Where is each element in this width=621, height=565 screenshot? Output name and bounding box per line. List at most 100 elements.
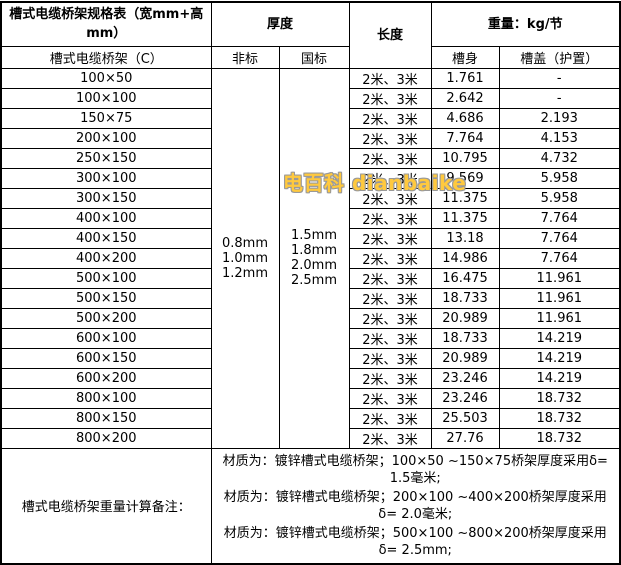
spec-size-cell: 500×150 — [0, 287, 212, 309]
watermark: 电百科 dianbaike — [283, 167, 466, 196]
weight-cover-cell: 18.732 — [498, 427, 621, 449]
weight-body-cell: 27.76 — [430, 427, 500, 449]
weight-cover-cell: 11.961 — [498, 267, 621, 289]
length-cell: 2米、3米 — [348, 387, 432, 409]
length-cell: 2米、3米 — [348, 427, 432, 449]
table-row: 400×200 2米、3米 14.986 7.764 — [0, 247, 621, 269]
length-cell: 2米、3米 — [348, 147, 432, 169]
table-row: 800×200 2米、3米 27.76 18.732 — [0, 427, 621, 449]
weight-cover-cell: 7.764 — [498, 227, 621, 249]
spec-size-cell: 600×100 — [0, 327, 212, 349]
spec-size-cell: 300×150 — [0, 187, 212, 209]
spec-size-cell: 800×200 — [0, 427, 212, 449]
weight-cover-cell: 2.193 — [498, 107, 621, 129]
page-title: 槽式电缆桥架规格表（宽mm+高mm） — [0, 1, 212, 47]
weight-body-cell: 13.18 — [430, 227, 500, 249]
weight-cover-cell: 11.961 — [498, 307, 621, 329]
spec-size-cell: 600×150 — [0, 347, 212, 369]
thickness-national-cell: 1.5mm 1.8mm 2.0mm 2.5mm — [278, 67, 350, 449]
spec-size-cell: 400×100 — [0, 207, 212, 229]
thickness-value: 1.8mm — [291, 243, 338, 258]
footer-row: 槽式电缆桥架重量计算备注： 材质为：镀锌槽式电缆桥架；100×50 ~150×7… — [0, 447, 621, 564]
table-row: 500×100 2米、3米 16.475 11.961 — [0, 267, 621, 289]
spec-size-cell: 600×200 — [0, 367, 212, 389]
spec-rows: 100×50 0.8mm 1.0mm 1.2mm 1.5mm 1.8mm 2.0mm 2.5m… — [0, 67, 621, 449]
length-cell: 2米、3米 — [348, 407, 432, 429]
weight-body-cell: 1.761 — [430, 67, 500, 89]
table-row: 400×150 2米、3米 13.18 7.764 — [0, 227, 621, 249]
weight-body-cell: 4.686 — [430, 107, 500, 129]
spec-size-cell: 150×75 — [0, 107, 212, 129]
material-note: 材质为：镀锌槽式电缆桥架；500×100 ~800×200桥架厚度采用δ= 2.… — [223, 525, 607, 558]
weight-body-cell: 25.503 — [430, 407, 500, 429]
weight-body-cell: 18.733 — [430, 327, 500, 349]
weight-body-cell: 20.989 — [430, 347, 500, 369]
material-note: 材质为：镀锌槽式电缆桥架；100×50 ~150×75桥架厚度采用δ= 1.5毫… — [222, 453, 608, 486]
length-cell: 2米、3米 — [348, 227, 432, 249]
spec-size-cell: 250×150 — [0, 147, 212, 169]
material-note: 材质为：镀锌槽式电缆桥架；200×100 ~400×200桥架厚度采用δ= 2.… — [223, 489, 607, 522]
length-cell: 2米、3米 — [348, 347, 432, 369]
spec-size-cell: 500×200 — [0, 307, 212, 329]
table-row: 400×100 2米、3米 11.375 7.764 — [0, 207, 621, 229]
length-cell: 2米、3米 — [348, 247, 432, 269]
weight-body-cell: 18.733 — [430, 287, 500, 309]
col-header-national: 国标 — [278, 45, 350, 69]
spec-size-cell: 400×200 — [0, 247, 212, 269]
footer-notes: 材质为：镀锌槽式电缆桥架；100×50 ~150×75桥架厚度采用δ= 1.5毫… — [210, 447, 621, 564]
length-cell: 2米、3米 — [348, 207, 432, 229]
spec-size-cell: 800×150 — [0, 407, 212, 429]
weight-cover-cell: 14.219 — [498, 327, 621, 349]
weight-cover-cell: 18.732 — [498, 387, 621, 409]
footer-label: 槽式电缆桥架重量计算备注： — [0, 447, 212, 564]
weight-cover-cell: 14.219 — [498, 347, 621, 369]
weight-cover-cell: - — [498, 87, 621, 109]
header-row-1: 槽式电缆桥架规格表（宽mm+高mm） 厚度 长度 重量：kg/节 — [0, 1, 621, 69]
thickness-value: 1.2mm — [221, 265, 268, 281]
thickness-value: 2.0mm — [291, 258, 338, 273]
length-cell: 2米、3米 — [348, 307, 432, 329]
length-cell: 2米、3米 — [348, 267, 432, 289]
spec-size-cell: 200×100 — [0, 127, 212, 149]
weight-cover-cell: 14.219 — [498, 367, 621, 389]
weight-cover-cell: 5.958 — [498, 187, 621, 209]
watermark-text: 电百科 dianbaike — [283, 171, 467, 195]
weight-body-cell: 23.246 — [430, 387, 500, 409]
thickness-value: 1.0mm — [221, 250, 268, 266]
table-row: 100×50 0.8mm 1.0mm 1.2mm 1.5mm 1.8mm 2.0mm 2.5m… — [0, 67, 621, 449]
length-cell: 2米、3米 — [348, 107, 432, 129]
spec-size-cell: 500×100 — [0, 267, 212, 289]
spec-size-cell: 100×100 — [0, 87, 212, 109]
table-row: 300×150 2米、3米 11.375 5.958 — [0, 187, 621, 209]
col-header-nonstandard: 非标 — [210, 45, 280, 69]
table-row: 100×100 2米、3米 2.642- — [0, 87, 621, 109]
weight-cover-cell: - — [498, 67, 621, 89]
weight-cover-cell: 18.732 — [498, 407, 621, 429]
length-cell: 2米、3米 — [348, 167, 432, 189]
weight-body-cell: 10.795 — [430, 147, 500, 169]
header-row-2: 槽式电缆桥架（C） 非标 国标 槽身 槽盖（护置） — [0, 45, 621, 69]
weight-cover-cell: 5.958 — [498, 167, 621, 189]
spec-size-cell: 800×100 — [0, 387, 212, 409]
table-row: 200×100 2米、3米 7.764 4.153 — [0, 127, 621, 149]
weight-body-cell: 11.375 — [430, 207, 500, 229]
length-cell: 2米、3米 — [348, 87, 432, 109]
length-cell: 2米、3米 — [348, 67, 432, 89]
length-cell: 2米、3米 — [348, 287, 432, 309]
length-cell: 2米、3米 — [348, 127, 432, 149]
weight-body-cell: 23.246 — [430, 367, 500, 389]
spec-size-cell: 300×100 — [0, 167, 212, 189]
thickness-value: 2.5mm — [291, 273, 338, 288]
weight-cover-cell: 4.732 — [498, 147, 621, 169]
length-cell: 2米、3米 — [348, 327, 432, 349]
thickness-value: 1.5mm — [291, 228, 338, 243]
table-row: 800×100 2米、3米 23.246 18.732 — [0, 387, 621, 409]
weight-body-cell: 7.764 — [430, 127, 500, 149]
thickness-nonstandard-cell: 0.8mm 1.0mm 1.2mm — [210, 67, 280, 449]
col-header-spec: 槽式电缆桥架（C） — [0, 45, 212, 69]
weight-cover-cell: 11.961 — [498, 287, 621, 309]
weight-cover-cell: 4.153 — [498, 127, 621, 149]
weight-cover-cell: 7.764 — [498, 207, 621, 229]
col-header-body: 槽身 — [430, 45, 500, 69]
